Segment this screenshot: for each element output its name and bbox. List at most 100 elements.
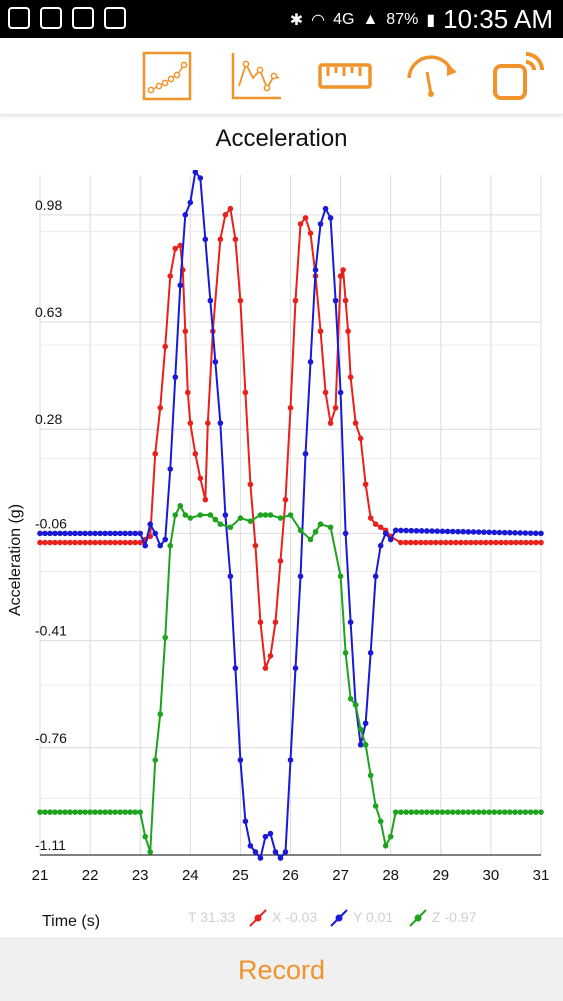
data-point-y xyxy=(408,527,415,534)
data-point-x xyxy=(478,539,484,546)
legend-swatch-dot xyxy=(335,914,343,922)
data-point-y xyxy=(192,170,199,175)
status-bar: ✱ ◠ 4G ▲ 87% ▮ 10:35 AM xyxy=(0,0,563,38)
data-point-y xyxy=(172,374,179,380)
bluetooth-icon: ✱ xyxy=(289,11,304,29)
data-point-x xyxy=(528,539,534,546)
data-point-z xyxy=(387,833,394,840)
data-point-z xyxy=(77,809,83,815)
data-point-y xyxy=(418,528,425,534)
data-point-x xyxy=(508,539,514,546)
data-point-z xyxy=(62,809,68,815)
chart-legend: T 31.33 X -0.03 Y 0.01 Z -0.97 xyxy=(188,909,477,927)
data-point-x xyxy=(162,343,169,350)
data-point-x xyxy=(82,539,88,546)
data-point-z xyxy=(57,809,63,815)
data-point-x xyxy=(232,236,239,243)
data-point-z xyxy=(147,849,154,855)
data-point-x xyxy=(112,539,118,546)
data-point-y xyxy=(387,536,394,543)
data-point-x xyxy=(57,539,63,546)
data-point-y xyxy=(67,530,73,537)
data-point-y xyxy=(367,650,374,656)
data-point-y xyxy=(42,530,48,537)
data-point-y xyxy=(470,529,477,535)
data-point-z xyxy=(122,809,128,815)
data-point-x xyxy=(72,539,78,546)
data-point-z xyxy=(403,809,409,815)
data-point-x xyxy=(503,539,509,546)
data-point-z xyxy=(72,809,78,815)
data-point-y xyxy=(72,530,78,537)
data-point-z xyxy=(512,809,518,815)
data-point-z xyxy=(527,809,534,815)
data-point-y xyxy=(317,221,324,227)
series-z xyxy=(37,503,544,855)
data-point-y xyxy=(247,843,254,849)
data-point-y xyxy=(517,530,524,536)
acceleration-chart: 21 22 23 24 25 26 27 28 29 30 31 0.98 0.63 0.28 -0.06 -… xyxy=(7,170,549,930)
data-point-z xyxy=(496,809,503,815)
record-button[interactable]: Record xyxy=(0,939,563,1001)
data-point-y xyxy=(217,420,224,426)
data-point-z xyxy=(92,809,98,815)
network-type: 4G xyxy=(333,10,355,28)
data-point-y xyxy=(267,830,274,837)
x-tick-label: 25 xyxy=(232,867,249,884)
data-point-x xyxy=(332,404,339,411)
data-point-y xyxy=(337,389,344,396)
battery-percent: 87% xyxy=(386,10,419,28)
y-tick-label: -1.11 xyxy=(35,837,66,853)
data-point-y xyxy=(342,530,349,537)
data-point-z xyxy=(342,650,349,656)
data-point-y xyxy=(332,297,339,304)
data-point-y xyxy=(242,818,249,825)
data-point-y xyxy=(62,530,68,537)
data-point-y xyxy=(272,849,279,855)
data-point-x xyxy=(247,481,254,488)
line-chart-icon[interactable] xyxy=(229,50,281,102)
data-point-z xyxy=(207,512,214,518)
chart-series xyxy=(37,170,544,861)
data-point-x xyxy=(277,558,284,564)
gauge-icon[interactable] xyxy=(403,50,459,102)
data-point-y xyxy=(147,521,154,527)
data-point-y xyxy=(372,573,379,580)
data-point-z xyxy=(317,521,324,527)
data-point-x xyxy=(127,539,133,546)
data-point-y xyxy=(322,205,329,212)
data-point-y xyxy=(167,466,174,472)
data-point-z xyxy=(107,809,113,815)
data-point-z xyxy=(372,803,379,809)
data-point-x xyxy=(182,328,189,335)
data-point-z xyxy=(327,524,334,531)
data-point-z xyxy=(398,809,404,815)
x-tick-label: 29 xyxy=(432,867,449,884)
data-point-z xyxy=(424,809,430,815)
data-point-x xyxy=(272,619,279,626)
data-point-y xyxy=(413,527,420,534)
data-point-x xyxy=(62,539,68,546)
data-point-x xyxy=(172,245,179,252)
data-point-z xyxy=(439,809,446,815)
data-point-y xyxy=(142,542,149,549)
data-point-z xyxy=(307,536,314,543)
data-point-y xyxy=(152,530,159,537)
data-point-z xyxy=(392,809,399,815)
y-tick-label: -0.06 xyxy=(35,515,67,531)
data-point-y xyxy=(439,528,446,535)
data-point-z xyxy=(465,809,472,815)
data-point-z xyxy=(262,512,269,518)
data-point-y xyxy=(197,175,204,181)
data-point-z xyxy=(377,818,384,825)
data-point-x xyxy=(367,515,374,521)
rotate-device-icon[interactable] xyxy=(492,50,544,102)
data-point-x xyxy=(473,539,479,546)
data-point-y xyxy=(398,527,404,534)
data-point-z xyxy=(277,515,284,521)
ruler-icon[interactable] xyxy=(317,50,373,102)
scatter-chart-icon[interactable] xyxy=(141,50,193,102)
x-tick-label: 30 xyxy=(483,867,500,884)
data-point-z xyxy=(67,809,73,815)
data-point-x xyxy=(453,539,459,546)
